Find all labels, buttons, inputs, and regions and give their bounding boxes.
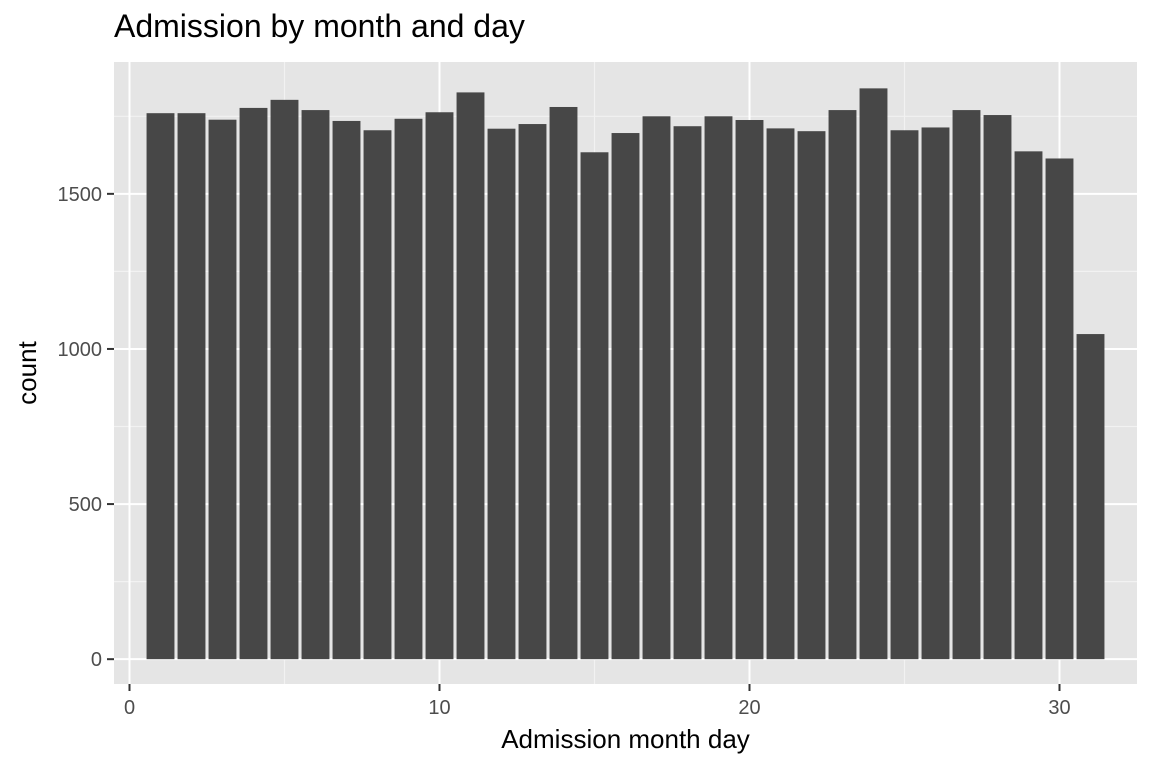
x-axis: 0 10 20 30 — [124, 684, 1071, 719]
bar-day-2 — [177, 113, 206, 660]
x-tick-label: 10 — [428, 697, 450, 719]
y-tick-label: 1000 — [58, 339, 103, 361]
bar-day-6 — [301, 110, 330, 660]
bar-day-16 — [611, 133, 640, 660]
bar-day-13 — [518, 124, 547, 660]
x-tick-label: 0 — [124, 697, 135, 719]
bar-day-22 — [797, 131, 826, 660]
bar-day-30 — [1045, 158, 1074, 660]
bar-day-25 — [890, 130, 919, 660]
bar-day-19 — [704, 116, 733, 660]
bar-day-14 — [549, 106, 578, 660]
bar-day-11 — [456, 92, 485, 660]
bar-day-31 — [1076, 334, 1105, 660]
bar-day-18 — [673, 126, 702, 660]
y-axis-label: count — [12, 340, 42, 404]
bar-day-1 — [146, 113, 175, 660]
bar-day-15 — [580, 152, 609, 660]
bar-day-4 — [239, 107, 268, 660]
bar-day-12 — [487, 128, 516, 660]
bar-day-10 — [425, 112, 454, 660]
bar-day-24 — [859, 88, 888, 660]
y-axis: 0 500 1000 1500 — [58, 184, 114, 671]
bar-day-5 — [270, 99, 299, 660]
x-tick-label: 30 — [1048, 697, 1070, 719]
bar-day-27 — [952, 110, 981, 660]
bar-day-26 — [921, 127, 950, 660]
bar-day-17 — [642, 116, 671, 660]
y-tick-label: 1500 — [58, 184, 103, 206]
bar-day-3 — [208, 119, 237, 660]
bar-day-8 — [363, 130, 392, 660]
x-tick-label: 20 — [738, 697, 760, 719]
bars — [146, 88, 1105, 660]
x-axis-label: Admission month day — [501, 724, 750, 754]
bar-day-23 — [828, 110, 857, 660]
chart-title: Admission by month and day — [114, 8, 525, 44]
bar-day-7 — [332, 120, 361, 660]
bar-day-21 — [766, 128, 795, 660]
bar-day-28 — [983, 115, 1012, 660]
bar-day-9 — [394, 118, 423, 660]
y-tick-label: 500 — [69, 494, 102, 516]
y-tick-label: 0 — [91, 649, 102, 671]
bar-day-29 — [1014, 151, 1043, 660]
bar-day-20 — [735, 120, 764, 660]
